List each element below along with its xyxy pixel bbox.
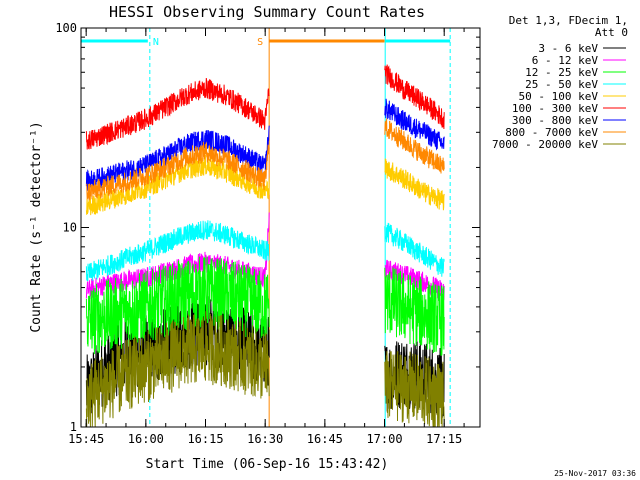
timestamp: 25-Nov-2017 03:36 xyxy=(554,469,636,478)
legend-label: 12 - 25 keV xyxy=(525,66,598,79)
legend-header-line: Det 1,3, FDecim 1, xyxy=(509,14,628,27)
legend-label: 25 - 50 keV xyxy=(525,78,598,91)
series-line xyxy=(85,256,445,356)
x-tick-label: 16:30 xyxy=(247,432,283,446)
legend-label: 300 - 800 keV xyxy=(512,114,598,127)
y-tick-label: 10 xyxy=(63,221,77,235)
legend-label: 7000 - 20000 keV xyxy=(492,138,598,151)
legend-label: 6 - 12 keV xyxy=(532,54,599,67)
x-tick-label: 16:45 xyxy=(307,432,343,446)
x-axis-label: Start Time (06-Sep-16 15:43:42) xyxy=(146,457,389,472)
x-tick-label: 15:45 xyxy=(68,432,104,446)
flag-label: S xyxy=(257,37,263,48)
x-tick-label: 17:00 xyxy=(366,432,402,446)
x-tick-label: 17:15 xyxy=(426,432,462,446)
y-axis-label: Count Rate (s⁻¹ detector⁻¹) xyxy=(29,121,44,332)
flag-label: N xyxy=(153,37,159,48)
series-layer xyxy=(85,64,445,428)
legend-header-line: Att 0 xyxy=(595,26,628,39)
y-tick-label: 1 xyxy=(70,420,77,434)
x-tick-label: 16:00 xyxy=(128,432,164,446)
legend-label: 3 - 6 keV xyxy=(538,42,598,55)
x-tick-label: 16:15 xyxy=(187,432,223,446)
tick-layer: 15:45 16:00 16:15 16:30 16:45 17:00 17:15 1 10 10… xyxy=(55,21,480,446)
series-line xyxy=(85,311,445,428)
chart-title: HESSI Observing Summary Count Rates xyxy=(109,3,425,21)
y-tick-label: 100 xyxy=(55,21,77,35)
series-line xyxy=(85,220,445,282)
series-line xyxy=(85,64,445,150)
legend-label: 100 - 300 keV xyxy=(512,102,598,115)
legend-label: 50 - 100 keV xyxy=(519,90,599,103)
legend-label: 800 - 7000 keV xyxy=(505,126,598,139)
series-line xyxy=(86,118,445,201)
